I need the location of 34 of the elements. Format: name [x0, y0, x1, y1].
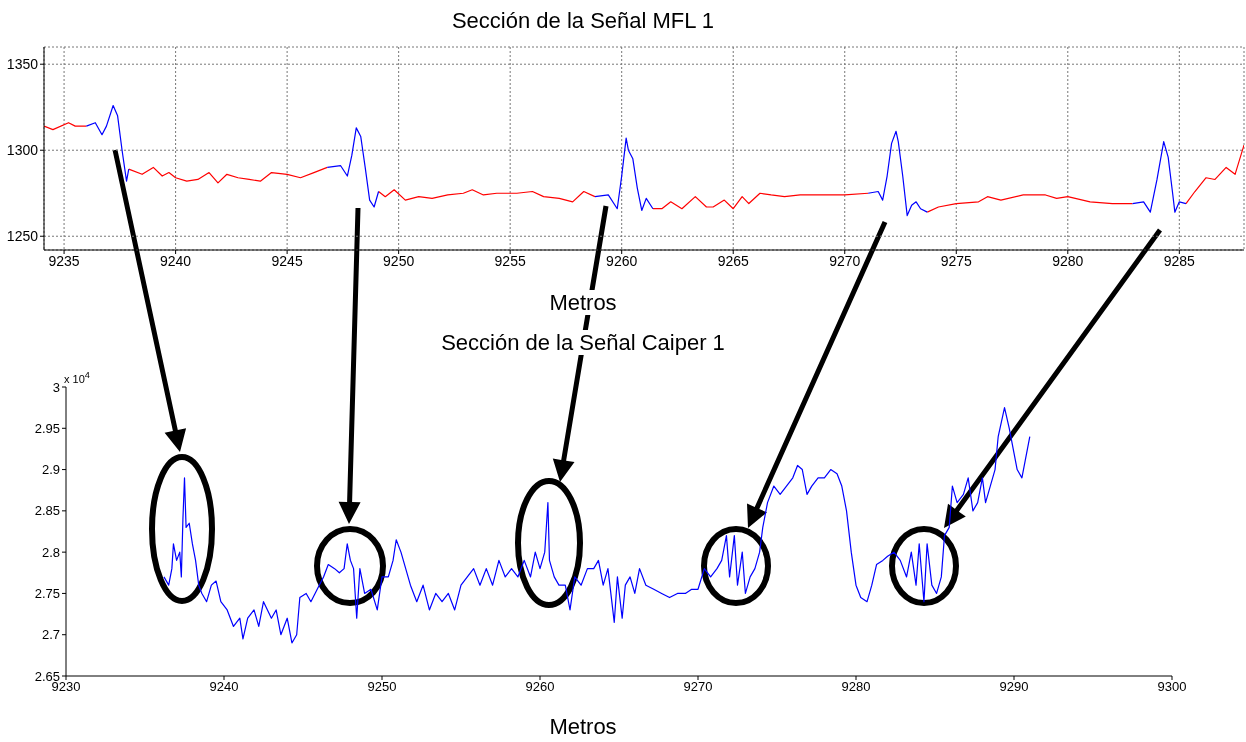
- y-tick-label: 2.9: [41, 462, 60, 478]
- x-tick-label: 9260: [525, 679, 555, 695]
- x-tick-label: 9265: [717, 252, 749, 269]
- x-tick-label: 9280: [841, 679, 871, 695]
- y-tick-label: 2.95: [34, 420, 60, 436]
- x-tick-label: 9255: [494, 252, 526, 269]
- y-tick-label: 3: [52, 379, 60, 395]
- x-tick-label: 9270: [683, 679, 713, 695]
- text: x 10$^{4}$: [64, 370, 90, 385]
- x-tick-label: 9285: [1163, 252, 1196, 269]
- x-tick-label: 9275: [940, 252, 973, 269]
- y-tick-label: 2.85: [34, 503, 60, 519]
- x-tick-label: 9240: [209, 679, 239, 695]
- x-tick-label: 9260: [606, 252, 638, 269]
- x-tick-label: 9240: [160, 252, 192, 269]
- y-tick-label: 2.8: [41, 544, 60, 560]
- y-tick-label: 2.7: [41, 627, 60, 643]
- x-tick-label: 9270: [829, 252, 861, 269]
- x-tick-label: 9250: [367, 679, 397, 695]
- y-tick-label: 1350: [6, 56, 39, 73]
- x-tick-label: 9235: [48, 252, 80, 269]
- chart-title: Sección de la Señal Caiper 1: [437, 330, 729, 355]
- x-tick-label: 9290: [999, 679, 1029, 695]
- x-tick-label: 9250: [383, 252, 415, 269]
- y-tick-label: 2.75: [34, 586, 60, 602]
- chart-title: Sección de la Señal MFL 1: [447, 8, 719, 33]
- x-tick-label: 9300: [1157, 679, 1187, 695]
- x-axis-title: Metros: [545, 714, 621, 739]
- y-tick-label: 1250: [6, 228, 39, 245]
- x-tick-label: 9280: [1052, 252, 1084, 269]
- x-tick-label: 9245: [271, 252, 303, 269]
- line-series: [163, 407, 1031, 644]
- y-tick-label: 1300: [6, 142, 39, 159]
- x-axis-title: Metros: [545, 290, 621, 315]
